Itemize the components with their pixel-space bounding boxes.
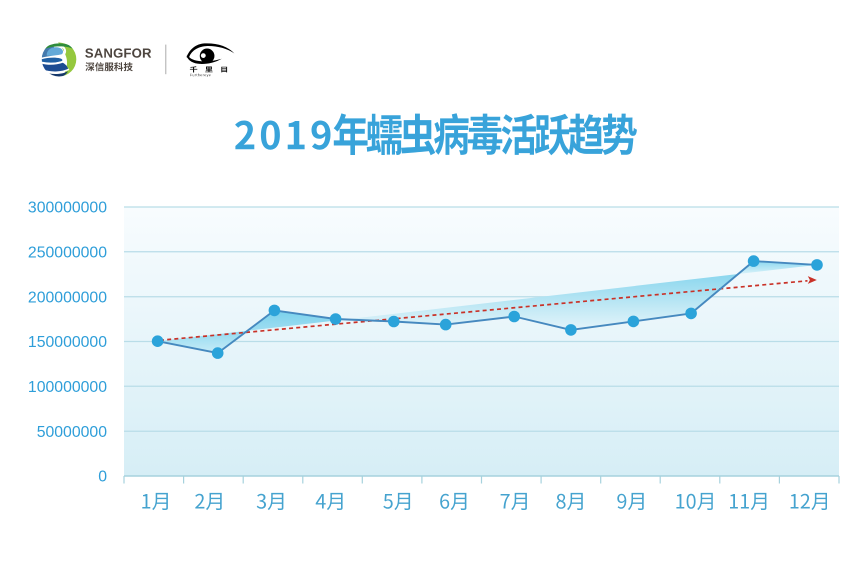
svg-text:50000000: 50000000: [37, 424, 107, 441]
svg-text:100000000: 100000000: [28, 379, 107, 396]
svg-text:250000000: 250000000: [28, 244, 107, 261]
svg-text:0: 0: [98, 469, 107, 486]
svg-text:300000000: 300000000: [28, 200, 107, 217]
svg-text:200000000: 200000000: [28, 289, 107, 306]
svg-text:150000000: 150000000: [28, 334, 107, 351]
